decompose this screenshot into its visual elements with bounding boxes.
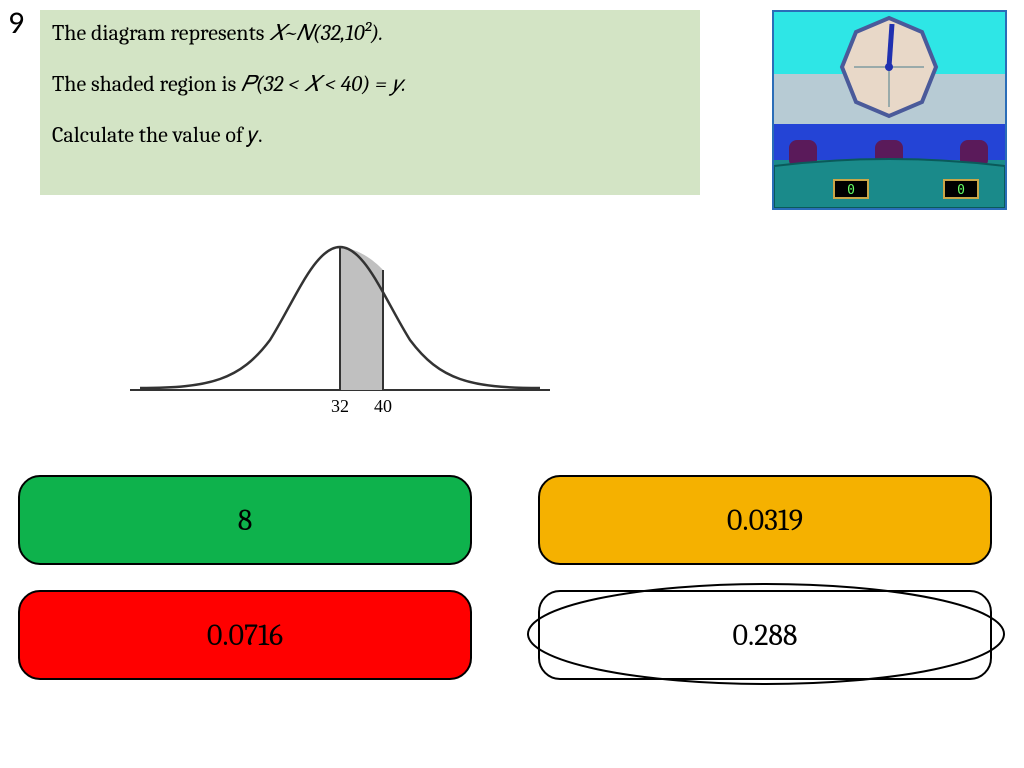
answer-option-1[interactable]: 8 — [18, 475, 472, 565]
answer-option-3[interactable]: 0.0716 — [18, 590, 472, 680]
normal-distribution-diagram: 32 40 — [120, 230, 560, 430]
label-upper: 40 — [374, 396, 392, 416]
q-line3: Calculate the value of 𝑦. — [52, 120, 688, 151]
question-text: The diagram represents 𝑋~𝑁(32,10²). The … — [40, 10, 700, 195]
clock-hand — [889, 24, 892, 67]
answer-option-4[interactable]: 0.288 — [538, 590, 992, 680]
answer-grid: 8 0.0319 0.0716 0.288 — [18, 475, 1004, 715]
question-number: 9 — [8, 3, 24, 42]
q-line2-math: 𝑃(32 < 𝑋 < 40) = 𝑦. — [241, 71, 406, 97]
timer-panel: 0 0 — [772, 10, 1007, 210]
q-line2-pre: The shaded region is — [52, 71, 241, 97]
clock-pin — [885, 63, 893, 71]
score-left: 0 — [847, 183, 855, 198]
label-mean: 32 — [331, 396, 349, 416]
q-line1-pre: The diagram represents — [52, 20, 269, 46]
answer-option-2[interactable]: 0.0319 — [538, 475, 992, 565]
q-line1-math: 𝑋~𝑁(32,10²). — [269, 20, 383, 46]
score-right: 0 — [957, 183, 965, 198]
shaded-region — [340, 247, 383, 390]
